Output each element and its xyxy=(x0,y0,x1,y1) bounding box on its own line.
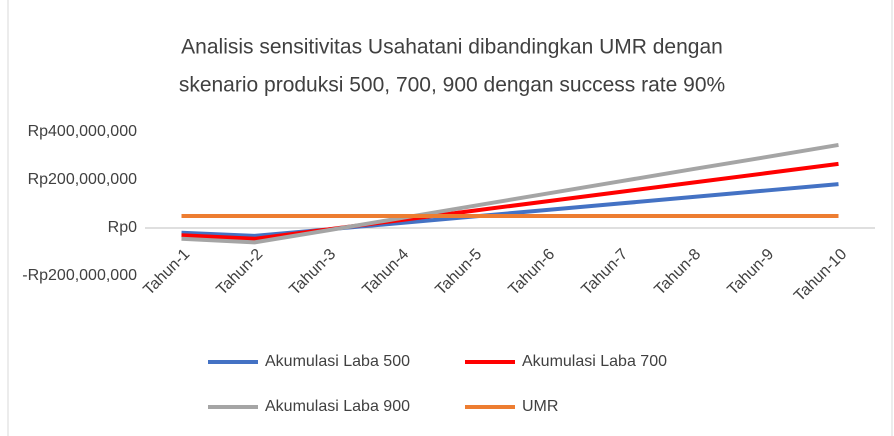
chart-title: skenario produksi 500, 700, 900 dengan s… xyxy=(179,74,725,97)
x-tick-label: Tahun-6 xyxy=(505,246,558,299)
x-tick-label: Tahun-1 xyxy=(140,246,193,299)
legend-label: Akumulasi Laba 900 xyxy=(265,398,410,415)
series-line xyxy=(181,142,839,245)
x-tick-label: Tahun-7 xyxy=(578,246,631,299)
series-line xyxy=(181,161,839,241)
x-tick-label: Tahun-10 xyxy=(791,246,850,305)
x-tick-label: Tahun-5 xyxy=(432,246,485,299)
x-tick-label: Tahun-3 xyxy=(286,246,339,299)
x-tick-label: Tahun-4 xyxy=(359,246,412,299)
legend-label: Akumulasi Laba 700 xyxy=(522,353,667,370)
y-tick-label: Rp400,000,000 xyxy=(28,123,138,140)
x-tick-label: Tahun-9 xyxy=(724,246,777,299)
y-tick-label: Rp0 xyxy=(108,219,137,236)
y-tick-label: -Rp200,000,000 xyxy=(22,267,137,284)
legend-label: UMR xyxy=(522,398,558,415)
x-tick-label: Tahun-8 xyxy=(651,246,704,299)
y-tick-label: Rp200,000,000 xyxy=(28,171,138,188)
chart-frame xyxy=(7,0,893,436)
x-tick-label: Tahun-2 xyxy=(213,246,266,299)
legend-label: Akumulasi Laba 500 xyxy=(265,353,410,370)
chart-title: Analisis sensitivitas Usahatani dibandin… xyxy=(181,36,723,59)
